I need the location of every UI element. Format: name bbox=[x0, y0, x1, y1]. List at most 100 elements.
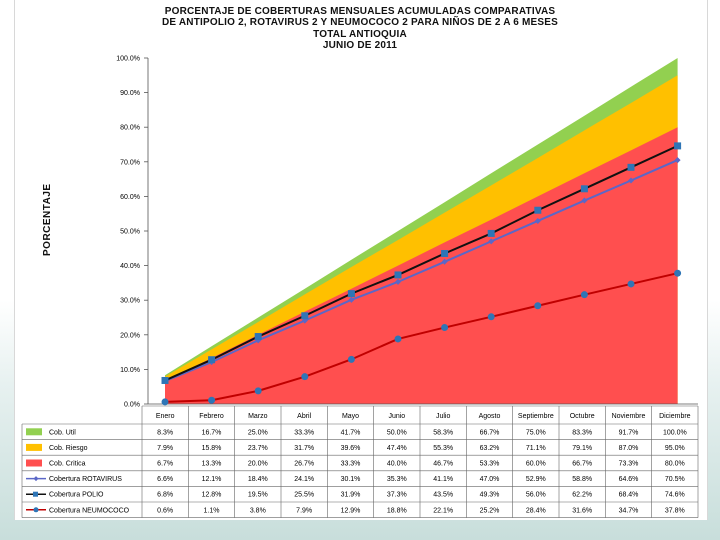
data-label: 28.4% bbox=[526, 507, 546, 514]
data-label: 16.7% bbox=[202, 429, 222, 436]
data-label: 33.3% bbox=[341, 461, 361, 468]
legend-key-swatch bbox=[26, 428, 42, 436]
data-label: 87.0% bbox=[619, 445, 639, 452]
marker-diamond bbox=[534, 217, 541, 224]
marker-circle bbox=[161, 398, 169, 406]
legend-entry-label: Cob. Riesgo bbox=[49, 445, 88, 452]
data-label: 58.3% bbox=[433, 429, 453, 436]
chart-title-line-3: TOTAL ANTIOQUIA bbox=[313, 29, 407, 40]
data-label: 0.6% bbox=[157, 507, 173, 514]
data-label: 18.8% bbox=[387, 507, 407, 514]
x-tick-label: Noviembre bbox=[612, 413, 646, 420]
marker-diamond bbox=[348, 296, 355, 303]
data-label: 8.3% bbox=[157, 429, 173, 436]
marker-square bbox=[580, 185, 588, 193]
marker-circle bbox=[301, 373, 309, 381]
data-label: 73.3% bbox=[619, 461, 639, 468]
marker-diamond bbox=[581, 197, 588, 204]
marker-square bbox=[254, 333, 262, 341]
data-label: 33.3% bbox=[294, 429, 314, 436]
data-label: 75.0% bbox=[526, 429, 546, 436]
data-label: 35.3% bbox=[387, 476, 407, 483]
data-label: 25.2% bbox=[480, 507, 500, 514]
data-label: 31.9% bbox=[341, 492, 361, 499]
x-tick-label: Diciembre bbox=[659, 413, 691, 420]
data-label: 47.4% bbox=[387, 445, 407, 452]
data-label: 60.0% bbox=[526, 461, 546, 468]
legend-entry-label: Cob. Util bbox=[49, 429, 76, 436]
data-label: 25.5% bbox=[294, 492, 314, 499]
data-label: 46.7% bbox=[433, 461, 453, 468]
data-label: 80.0% bbox=[665, 461, 685, 468]
x-tick-label: Mayo bbox=[342, 413, 359, 420]
data-label: 55.3% bbox=[433, 445, 453, 452]
marker-circle bbox=[208, 396, 216, 404]
data-label: 34.7% bbox=[619, 507, 639, 514]
line-series-2 bbox=[164, 144, 679, 382]
data-label: 26.7% bbox=[294, 461, 314, 468]
data-label: 91.7% bbox=[619, 429, 639, 436]
data-label: 64.6% bbox=[619, 476, 639, 483]
legend-key-swatch bbox=[26, 443, 42, 451]
x-tick-label: Septiembre bbox=[518, 413, 554, 420]
data-label: 12.1% bbox=[202, 476, 222, 483]
data-label: 74.6% bbox=[665, 492, 685, 499]
x-tick-label: Febrero bbox=[199, 413, 224, 420]
data-label: 41.7% bbox=[341, 429, 361, 436]
marker-square bbox=[347, 290, 355, 298]
data-label: 79.1% bbox=[572, 445, 592, 452]
data-label: 31.7% bbox=[294, 445, 314, 452]
legend-key-marker bbox=[33, 491, 38, 497]
data-label: 43.5% bbox=[433, 492, 453, 499]
chart-title-line-2: DE ANTIPOLIO 2, ROTAVIRUS 2 Y NEUMOCOCO … bbox=[161, 17, 559, 28]
marker-circle bbox=[627, 280, 635, 288]
data-label: 24.1% bbox=[294, 476, 314, 483]
data-label: 18.4% bbox=[248, 476, 268, 483]
data-label: 53.3% bbox=[480, 461, 500, 468]
chart-title-line-1: PORCENTAJE DE COBERTURAS MENSUALES ACUMU… bbox=[164, 6, 556, 17]
data-label: 22.1% bbox=[433, 507, 453, 514]
data-label: 62.2% bbox=[572, 492, 592, 499]
data-label: 12.9% bbox=[341, 507, 361, 514]
legend-entry-label: Cobertura NEUMOCOCO bbox=[49, 507, 130, 514]
marker-circle bbox=[441, 324, 449, 332]
x-tick-label: Junio bbox=[388, 413, 405, 420]
data-label: 23.7% bbox=[248, 445, 268, 452]
data-label: 37.3% bbox=[387, 492, 407, 499]
marker-square bbox=[394, 271, 402, 279]
chart-title-line-4: JUNIO DE 2011 bbox=[322, 40, 398, 51]
data-label: 52.9% bbox=[526, 476, 546, 483]
data-label: 37.8% bbox=[665, 507, 685, 514]
line-series-1 bbox=[164, 159, 679, 383]
y-tick-label: 40.0% bbox=[120, 263, 140, 270]
line-series-3 bbox=[164, 272, 678, 403]
marker-square bbox=[208, 356, 216, 364]
data-label: 41.1% bbox=[433, 476, 453, 483]
marker-circle bbox=[580, 291, 588, 299]
legend-entry-label: Cobertura POLIO bbox=[49, 492, 104, 499]
marker-square bbox=[301, 312, 309, 320]
marker-square bbox=[161, 376, 169, 384]
legend-entry-label: Cobertura ROTAVIRUS bbox=[49, 476, 122, 483]
data-label: 58.8% bbox=[572, 476, 592, 483]
data-label: 7.9% bbox=[296, 507, 312, 514]
data-label: 13.3% bbox=[202, 461, 222, 468]
marker-square bbox=[674, 142, 682, 150]
legend-key-swatch bbox=[26, 459, 42, 467]
marker-circle bbox=[347, 355, 355, 363]
marker-square bbox=[441, 249, 449, 257]
data-label: 1.1% bbox=[204, 507, 220, 514]
data-label: 31.6% bbox=[572, 507, 592, 514]
marker-diamond bbox=[628, 177, 634, 184]
data-label: 30.1% bbox=[341, 476, 361, 483]
marker-circle bbox=[674, 269, 682, 277]
data-label: 83.3% bbox=[572, 429, 592, 436]
area-3 bbox=[165, 127, 678, 404]
marker-diamond bbox=[441, 258, 448, 265]
x-tick-label: Octubre bbox=[570, 413, 595, 420]
marker-circle bbox=[487, 313, 495, 321]
data-label: 25.0% bbox=[248, 429, 268, 436]
marker-square bbox=[627, 163, 635, 171]
data-label: 49.3% bbox=[480, 492, 500, 499]
